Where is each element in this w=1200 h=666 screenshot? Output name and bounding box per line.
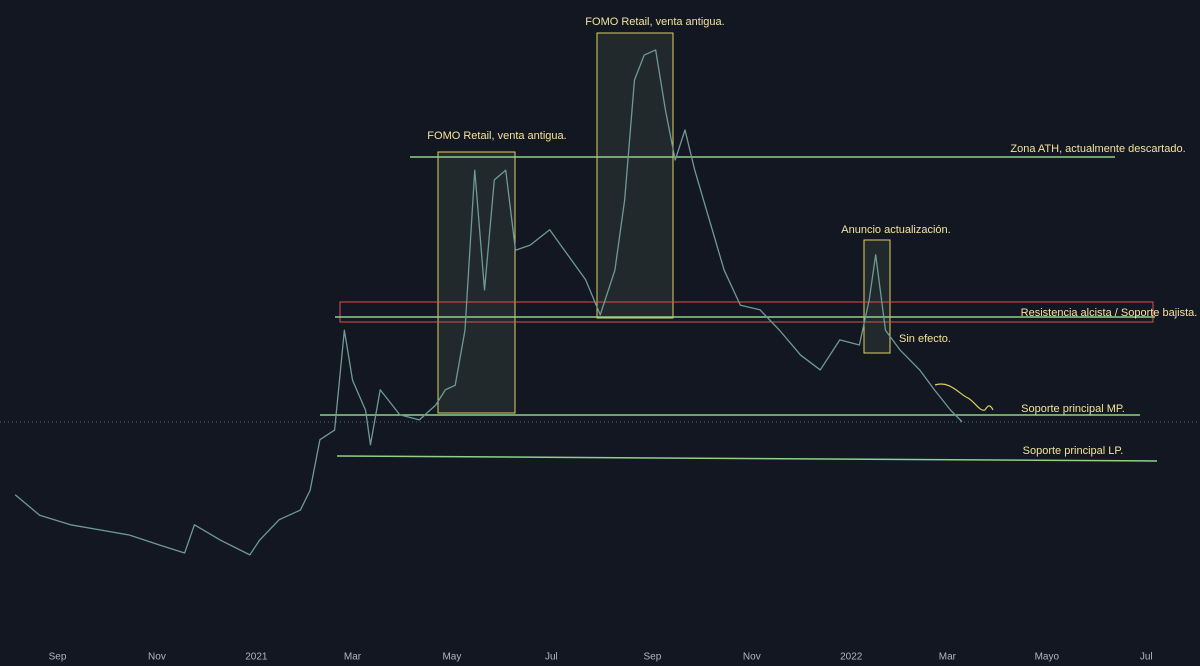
zone-box bbox=[596, 32, 674, 319]
x-tick-label: May bbox=[442, 652, 461, 663]
annotation: FOMO Retail, venta antigua. bbox=[427, 130, 566, 142]
annotation: Soporte principal LP. bbox=[1023, 445, 1124, 457]
x-tick-label: 2022 bbox=[840, 652, 863, 663]
annotation: Zona ATH, actualmente descartado. bbox=[1010, 143, 1185, 155]
projection bbox=[934, 383, 994, 411]
resistance-zone bbox=[339, 301, 1154, 323]
annotation: FOMO Retail, venta antigua. bbox=[585, 16, 724, 28]
x-tick-label: Nov bbox=[148, 652, 166, 663]
x-tick-label: Sep bbox=[643, 652, 661, 663]
annotation: Resistencia alcista / Soporte bajista. bbox=[1021, 307, 1198, 319]
x-tick-label: Mayo bbox=[1035, 652, 1060, 663]
x-tick-label: Mar bbox=[939, 652, 957, 663]
support-lp-line bbox=[336, 455, 1158, 462]
x-tick-label: Jul bbox=[545, 652, 558, 663]
zone-box bbox=[863, 239, 891, 354]
price-line-series bbox=[14, 49, 963, 556]
x-tick-label: Mar bbox=[344, 652, 362, 663]
x-tick-label: 2021 bbox=[245, 652, 268, 663]
x-tick-label: Sep bbox=[49, 652, 67, 663]
annotation: Soporte principal MP. bbox=[1021, 403, 1125, 415]
x-tick-label: Jul bbox=[1140, 652, 1153, 663]
annotation: Sin efecto. bbox=[899, 333, 951, 345]
plot bbox=[14, 49, 963, 556]
x-tick-label: Nov bbox=[743, 652, 761, 663]
annotation: Anuncio actualización. bbox=[841, 224, 950, 236]
